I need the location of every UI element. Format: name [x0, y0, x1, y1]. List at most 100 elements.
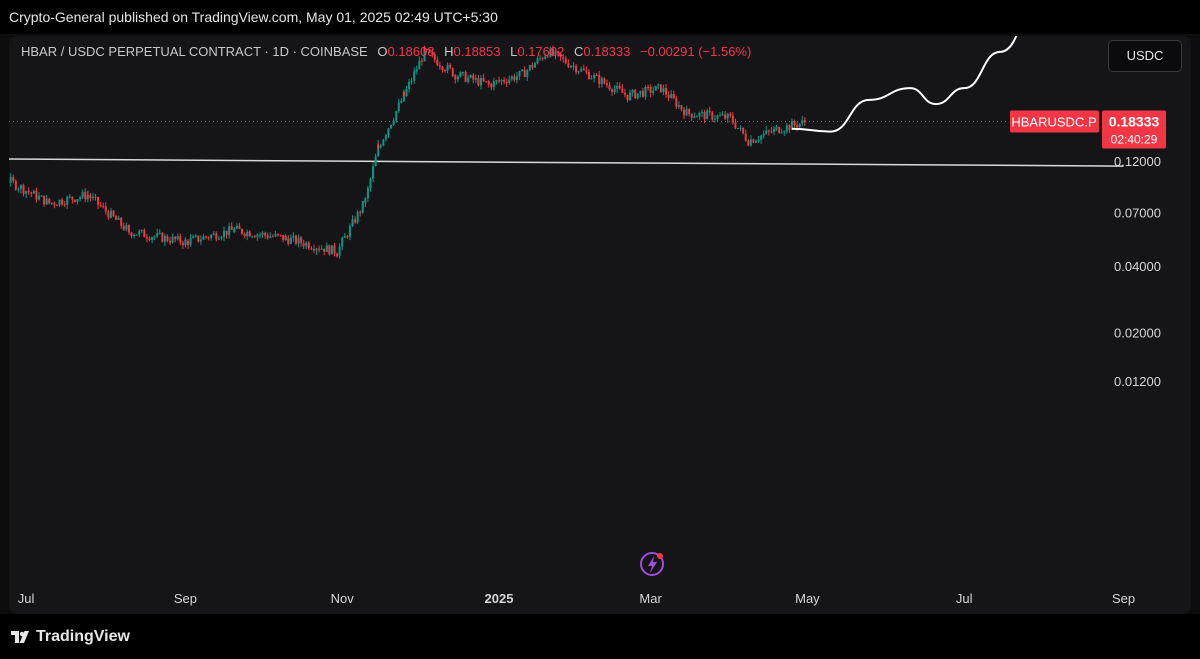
candle-body: [197, 235, 200, 242]
candle-body: [104, 206, 107, 212]
candle-body: [287, 238, 290, 244]
candle-body: [649, 87, 652, 93]
candle-body: [397, 102, 400, 112]
chart-frame[interactable]: 7.000004.000001.200000.700000.400000.120…: [9, 36, 1191, 614]
tradingview-logo[interactable]: TradingView: [11, 628, 130, 646]
candle-body: [328, 245, 331, 255]
legend-low-label: L: [510, 44, 518, 59]
candle-body: [410, 80, 413, 82]
last-price-text: 0.18333: [1109, 114, 1160, 130]
candle-body: [50, 202, 53, 204]
candle-body: [431, 52, 434, 55]
candle-body: [210, 234, 213, 239]
candle-body: [785, 125, 788, 132]
candle-body: [377, 144, 380, 148]
candle-body: [454, 75, 457, 80]
candle-body: [636, 93, 639, 99]
candle-body: [521, 69, 524, 71]
candle-body: [315, 248, 318, 251]
candle-body: [788, 125, 791, 130]
candle-body: [86, 195, 89, 197]
candle-body: [202, 236, 205, 240]
candle-body: [665, 87, 668, 95]
candle-body: [474, 78, 477, 80]
candle-body: [498, 80, 500, 82]
candle-body: [549, 48, 552, 57]
candle-body: [405, 88, 408, 96]
chart-canvas[interactable]: 7.000004.000001.200000.700000.400000.120…: [9, 36, 1191, 614]
candle-body: [292, 235, 295, 238]
candle-body: [184, 239, 187, 246]
candle-body: [775, 127, 778, 129]
candle-body: [143, 229, 146, 238]
candle-body: [102, 205, 105, 207]
legend-close-label: C: [573, 44, 584, 59]
candle-body: [12, 177, 15, 181]
candle-body: [372, 166, 375, 179]
candle-body: [567, 63, 570, 68]
candle-body: [418, 60, 421, 70]
candle-body: [603, 78, 606, 84]
candle-body: [701, 111, 704, 113]
candle-body: [621, 88, 624, 93]
candle-body: [500, 79, 503, 82]
candle-body: [135, 234, 138, 236]
candle-body: [485, 81, 488, 83]
candle-body: [793, 121, 796, 126]
lightning-icon: [640, 552, 664, 576]
candle-body: [230, 226, 233, 230]
candle-body: [390, 124, 393, 129]
candle-body: [441, 66, 444, 70]
candle-body: [179, 235, 182, 243]
publish-header: Crypto-General published on TradingView.…: [0, 0, 1200, 34]
x-tick-label: 2025: [485, 591, 514, 606]
candle-body: [626, 94, 629, 100]
candle-body: [68, 196, 71, 198]
candle-body: [266, 235, 269, 238]
candle-body: [639, 90, 642, 94]
candle-body: [81, 192, 84, 198]
candle-body: [153, 236, 156, 238]
candle-body: [641, 90, 644, 97]
publish-text: Crypto-General published on TradingView.…: [9, 9, 498, 25]
candle-body: [171, 236, 174, 243]
candle-body: [737, 127, 740, 129]
support-trend-line: [9, 158, 1124, 167]
candle-body: [138, 231, 141, 235]
candle-body: [43, 195, 46, 205]
candle-body: [693, 116, 696, 118]
candle-body: [264, 232, 267, 236]
y-tick-label: 0.01200: [1114, 374, 1161, 389]
candle-body: [675, 98, 678, 107]
candle-body: [482, 77, 485, 82]
candle-body: [803, 120, 806, 123]
candle-body: [490, 83, 493, 88]
candle-body: [731, 115, 734, 123]
candle-body: [189, 238, 192, 245]
candle-body: [721, 114, 724, 116]
candle-body: [505, 81, 508, 84]
candle-body: [734, 122, 737, 129]
candle-body: [25, 191, 28, 194]
candle-body: [459, 72, 462, 77]
candle-body: [305, 242, 308, 247]
currency-button[interactable]: USDC: [1108, 40, 1182, 72]
candle-body: [703, 111, 706, 120]
candle-body: [778, 127, 781, 133]
candle-body: [37, 195, 40, 200]
candle-body: [749, 139, 752, 146]
candle-body: [66, 197, 69, 205]
candle-body: [526, 70, 529, 77]
y-tick-label: 0.02000: [1114, 325, 1161, 340]
candle-body: [228, 226, 231, 236]
candle-body: [472, 74, 475, 80]
x-tick-label: Nov: [331, 591, 355, 606]
candle-body: [726, 113, 729, 119]
candle-body: [387, 128, 390, 136]
candle-body: [762, 133, 765, 136]
candle-body: [420, 60, 423, 62]
candle-body: [783, 131, 786, 133]
candle-body: [199, 239, 202, 242]
candle-body: [192, 236, 195, 239]
candle-body: [63, 204, 66, 206]
